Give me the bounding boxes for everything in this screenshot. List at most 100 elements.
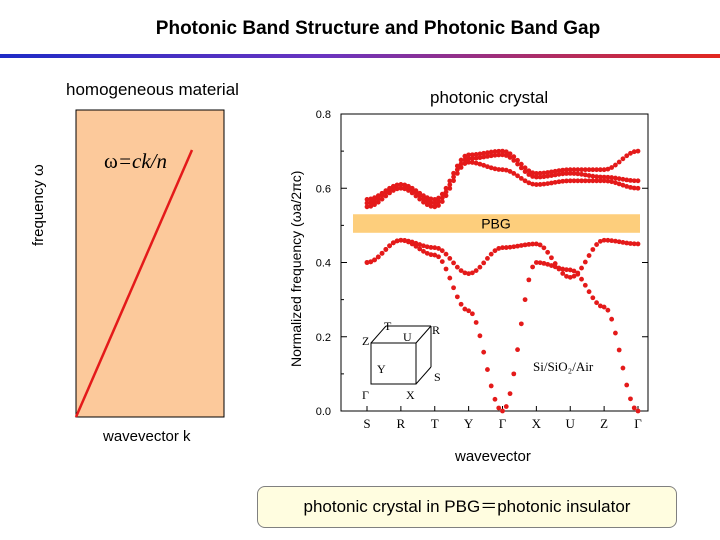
pbg-label: PBG (481, 216, 511, 232)
band-dots (364, 148, 641, 414)
band-dot (537, 170, 543, 176)
band-dot (492, 248, 498, 254)
title-gradient-bar (0, 54, 720, 58)
band-dot (443, 189, 449, 195)
band-dot (564, 171, 569, 176)
band-dot (552, 261, 558, 266)
band-dot (432, 204, 438, 210)
band-dot (436, 195, 441, 201)
band-dot (515, 161, 520, 167)
band-dot (503, 149, 509, 155)
band-dot (503, 153, 509, 158)
band-dot (582, 282, 588, 288)
band-dot (597, 174, 603, 180)
band-dot (586, 178, 592, 184)
band-dot (383, 188, 389, 194)
band-dot (530, 181, 536, 187)
band-dot (526, 180, 532, 186)
band-dot (613, 238, 618, 244)
band-dot (477, 333, 483, 339)
band-dot (628, 177, 633, 183)
band-dot (466, 152, 472, 158)
band-dot (443, 266, 449, 272)
band-dot (552, 179, 558, 185)
band-dot (496, 148, 502, 154)
band-dot (635, 185, 641, 191)
band-dot (368, 196, 374, 202)
band-dot (601, 178, 607, 184)
band-dot (406, 183, 411, 189)
band-dot (537, 260, 543, 266)
band-dot (436, 203, 441, 208)
band-dot (601, 304, 607, 310)
band-dot (496, 405, 502, 411)
band-dot (628, 184, 633, 190)
band-dot (443, 193, 449, 199)
band-dot (582, 259, 588, 265)
band-dot (507, 391, 513, 397)
band-dot (620, 176, 626, 182)
band-dot (616, 176, 622, 182)
band-dot (485, 367, 490, 372)
band-dot (469, 270, 475, 276)
band-dot (428, 245, 434, 250)
band-dot (552, 172, 558, 178)
band-dot (424, 202, 430, 208)
band-dot (368, 259, 374, 265)
band-dot (481, 150, 487, 156)
band-dot (421, 248, 426, 254)
band-dot (518, 176, 524, 181)
band-dot (616, 159, 622, 165)
band-dot (613, 180, 618, 186)
band-dot (451, 174, 456, 180)
band-dot (469, 152, 475, 158)
band-dot (454, 163, 460, 169)
band-dot (421, 199, 426, 205)
band-dot (488, 251, 494, 257)
band-dot (439, 191, 445, 197)
band-dot (564, 178, 569, 184)
band-dot (364, 200, 370, 206)
band-dot (439, 259, 445, 264)
band-dot (413, 240, 419, 246)
band-dot (458, 268, 464, 273)
band-dot (552, 168, 558, 174)
y-tick-label: 0.6 (316, 183, 331, 195)
y-tick-label: 0.8 (316, 109, 331, 121)
band-dot (454, 171, 460, 176)
band-dot (485, 255, 490, 261)
band-dot (533, 174, 539, 180)
pbg-band (353, 214, 640, 233)
band-dot (394, 238, 400, 244)
band-dot (624, 382, 630, 388)
band-dot (439, 248, 445, 254)
band-dot (545, 170, 551, 175)
band-dot (485, 153, 490, 159)
band-dot (567, 167, 573, 173)
band-dot (402, 238, 408, 243)
band-dot (500, 152, 505, 158)
band-dot (507, 155, 513, 160)
x-tick-label: Γ (634, 416, 642, 431)
band-dot (526, 241, 532, 247)
x-tick-label: U (566, 416, 576, 431)
band-dot (500, 167, 505, 173)
band-dot (613, 175, 618, 181)
right-xlabel: wavevector (455, 448, 531, 465)
band-dot (447, 275, 453, 281)
x-tick-label: Z (600, 416, 608, 431)
band-dot (485, 164, 490, 170)
band-dot (533, 171, 539, 176)
band-dot (436, 246, 441, 251)
band-dot (511, 171, 517, 176)
band-dot (473, 268, 479, 273)
band-dot (447, 178, 453, 184)
band-dot (375, 199, 381, 205)
band-dot (372, 257, 377, 263)
band-dot (462, 306, 468, 312)
x-tick-label: Γ (499, 416, 507, 431)
band-dot (631, 178, 637, 184)
band-dot (582, 167, 588, 173)
band-dot (507, 151, 513, 157)
band-dot (582, 178, 588, 184)
